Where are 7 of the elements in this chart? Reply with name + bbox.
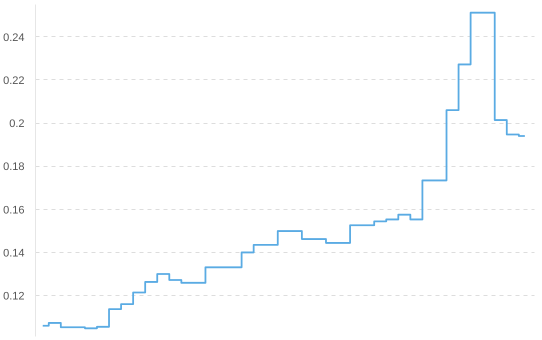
y-tick-label: 0.2 [9,118,25,130]
y-tick-label: 0.24 [3,32,25,44]
y-tick-label: 0.18 [3,161,25,174]
y-tick-label: 0.14 [3,247,25,260]
y-tick-label: 0.22 [3,74,25,87]
y-tick-label: 0.16 [3,204,25,216]
y-tick-label: 0.12 [3,290,25,303]
